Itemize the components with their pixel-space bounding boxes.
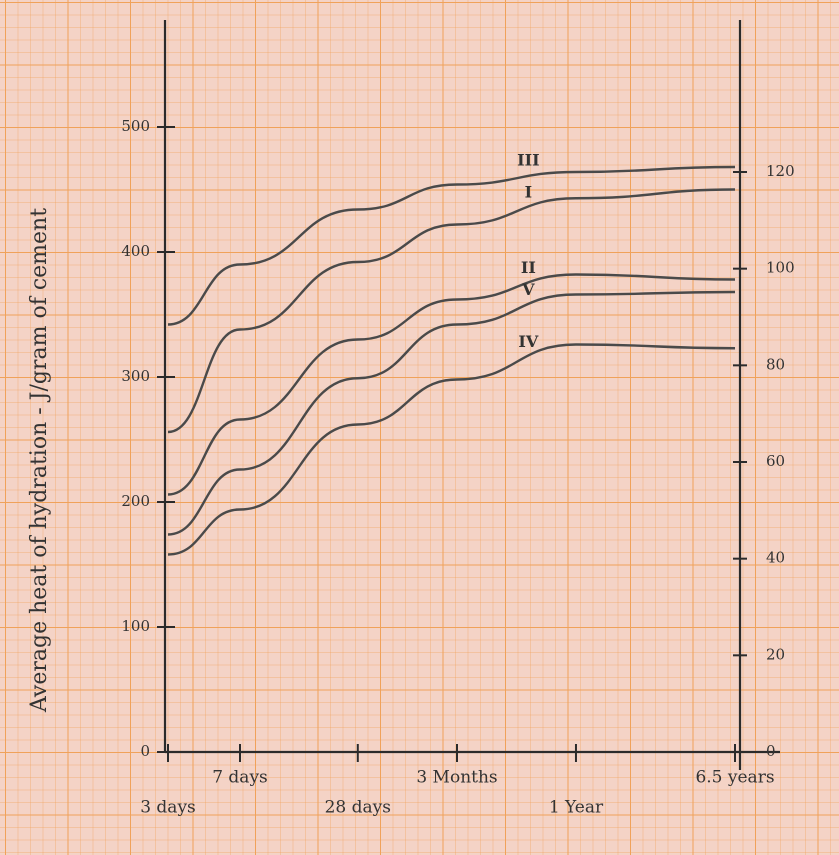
y-tick-label: 100	[121, 617, 150, 635]
y2-tick-label: 100	[766, 259, 795, 277]
series-label: V	[521, 280, 535, 299]
y2-tick-label: 40	[766, 549, 785, 567]
y-axis-label: Average heat of hydration - J/gram of ce…	[27, 208, 52, 713]
y-tick-label: 400	[121, 242, 150, 260]
series-label: III	[517, 151, 539, 170]
x-tick-label: 3 Months	[416, 768, 497, 788]
x-tick-label: 7 days	[212, 768, 268, 788]
x-tick-label: 1 Year	[549, 798, 604, 818]
series-line	[168, 345, 735, 555]
y-tick-label: 0	[140, 742, 150, 760]
series-label: II	[521, 258, 536, 277]
series-line	[168, 190, 735, 433]
chart: Average heat of hydration - J/gram of ce…	[0, 0, 839, 855]
y2-tick-label: 60	[766, 452, 785, 470]
y2-tick-label: 120	[766, 162, 795, 180]
y-tick-label: 300	[121, 367, 150, 385]
y-tick-label: 200	[121, 492, 150, 510]
x-tick-label: 3 days	[140, 798, 196, 818]
series-line	[168, 275, 735, 495]
x-tick-label: 6.5 years	[695, 768, 774, 788]
y-tick-label: 500	[121, 117, 150, 135]
page: Average heat of hydration - J/gram of ce…	[0, 0, 839, 855]
y2-tick-label: 20	[766, 645, 785, 663]
y2-tick-label: 0	[766, 742, 776, 760]
series-label: I	[525, 182, 532, 201]
y2-tick-label: 80	[766, 355, 785, 373]
series-label: IV	[518, 332, 538, 351]
x-tick-label: 28 days	[325, 798, 391, 818]
